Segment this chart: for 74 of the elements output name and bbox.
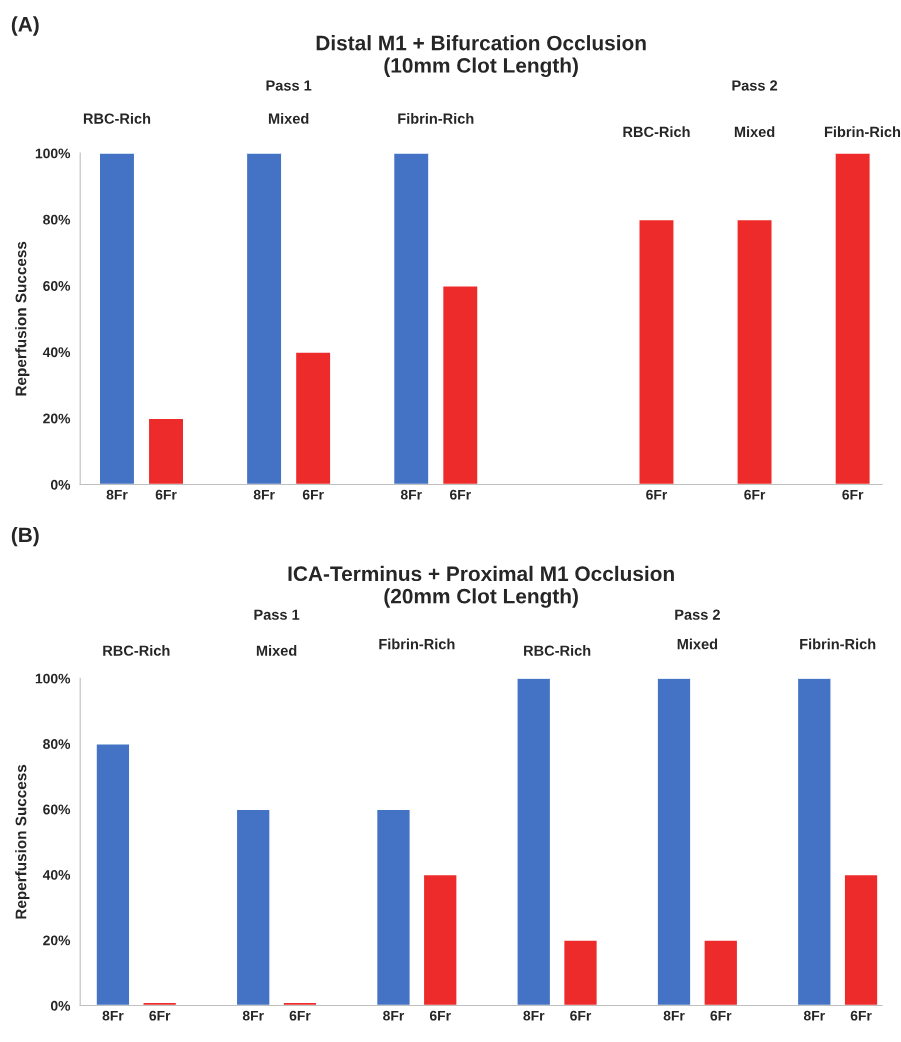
text: Pass 2 bbox=[732, 80, 778, 91]
x-tick-label: 8Fr bbox=[400, 489, 422, 500]
x-tick-label: 6Fr bbox=[429, 1010, 451, 1021]
y-tick-label: 0% bbox=[50, 1000, 71, 1011]
text: Mixed bbox=[734, 126, 775, 138]
x-tick-label: 6Fr bbox=[449, 489, 471, 500]
y-tick-label: 20% bbox=[43, 413, 71, 424]
y-tick-label: 60% bbox=[43, 804, 71, 815]
x-tick-label: 8Fr bbox=[803, 1010, 825, 1021]
chart-title: ICA-Terminus + Proximal M1 Occlusion (20mm Clot Length) bbox=[288, 565, 674, 608]
x-tick-label: 8Fr bbox=[663, 1010, 685, 1021]
y-tick-label: 20% bbox=[43, 935, 71, 946]
x-tick-label: 6Fr bbox=[842, 489, 864, 500]
bar bbox=[392, 153, 430, 485]
bar bbox=[235, 808, 271, 1006]
x-tick-label: 8Fr bbox=[253, 489, 275, 500]
y-tick-label: 40% bbox=[42, 347, 71, 358]
text: (A) bbox=[11, 16, 39, 36]
x-tick-label: 6Fr bbox=[744, 489, 766, 500]
bar bbox=[656, 678, 692, 1006]
text: RBC-Rich bbox=[524, 645, 591, 656]
bar bbox=[441, 285, 479, 485]
bar bbox=[736, 218, 773, 485]
y-tick-label: 0% bbox=[50, 479, 71, 490]
x-tick-label: 6Fr bbox=[710, 1010, 732, 1021]
text: (B) bbox=[11, 526, 39, 547]
y-tick-label: 100% bbox=[35, 673, 71, 684]
bar bbox=[245, 153, 283, 485]
text: Fibrin-Rich bbox=[800, 638, 876, 650]
text: Fibrin-Rich bbox=[398, 113, 474, 124]
bar bbox=[703, 939, 739, 1006]
y-axis-title: Reperfusion Success bbox=[15, 241, 30, 396]
text: Fibrin-Rich bbox=[379, 638, 455, 650]
x-tick-label: 8Fr bbox=[383, 1010, 405, 1021]
bar bbox=[638, 218, 675, 485]
bar bbox=[375, 808, 411, 1006]
y-tick-label: 60% bbox=[43, 281, 71, 291]
bar bbox=[294, 351, 332, 485]
x-tick-label: 6Fr bbox=[302, 489, 324, 500]
x-tick-label: 8Fr bbox=[242, 1010, 264, 1021]
text: RBC-Rich bbox=[623, 126, 690, 138]
chart-title: Distal M1 + Bifurcation Occlusion (10mm Clot Length) bbox=[316, 35, 646, 78]
x-tick-label: 8Fr bbox=[523, 1010, 545, 1021]
x-tick-label: 6Fr bbox=[646, 489, 668, 500]
text: Fibrin-Rich bbox=[824, 126, 901, 138]
y-tick-label: 80% bbox=[43, 214, 71, 225]
x-tick-label: 8Fr bbox=[102, 1010, 124, 1021]
text: RBC-Rich bbox=[103, 645, 170, 656]
bar bbox=[834, 153, 872, 485]
text: RBC-Rich bbox=[83, 113, 151, 124]
text: Pass 1 bbox=[266, 80, 312, 91]
bar bbox=[796, 678, 832, 1006]
y-tick-label: 100% bbox=[35, 148, 71, 159]
text: Pass 2 bbox=[675, 609, 720, 620]
x-tick-label: 6Fr bbox=[289, 1010, 311, 1021]
x-tick-label: 6Fr bbox=[570, 1010, 592, 1021]
bar bbox=[516, 678, 552, 1006]
y-tick-label: 80% bbox=[43, 739, 71, 749]
bar bbox=[95, 743, 131, 1006]
bar bbox=[843, 873, 879, 1006]
bar bbox=[422, 873, 458, 1006]
x-tick-label: 6Fr bbox=[149, 1010, 171, 1021]
x-tick-label: 6Fr bbox=[850, 1010, 872, 1021]
bar bbox=[98, 153, 136, 485]
text: Pass 1 bbox=[254, 609, 300, 620]
text: Mixed bbox=[677, 638, 718, 650]
text: Mixed bbox=[268, 113, 309, 124]
y-tick-label: 40% bbox=[42, 869, 71, 880]
x-tick-label: 6Fr bbox=[155, 489, 177, 500]
text: Mixed bbox=[256, 645, 297, 656]
x-tick-label: 8Fr bbox=[106, 489, 128, 500]
bar bbox=[147, 417, 185, 485]
bar bbox=[562, 939, 599, 1006]
y-axis-title: Reperfusion Success bbox=[15, 764, 30, 919]
